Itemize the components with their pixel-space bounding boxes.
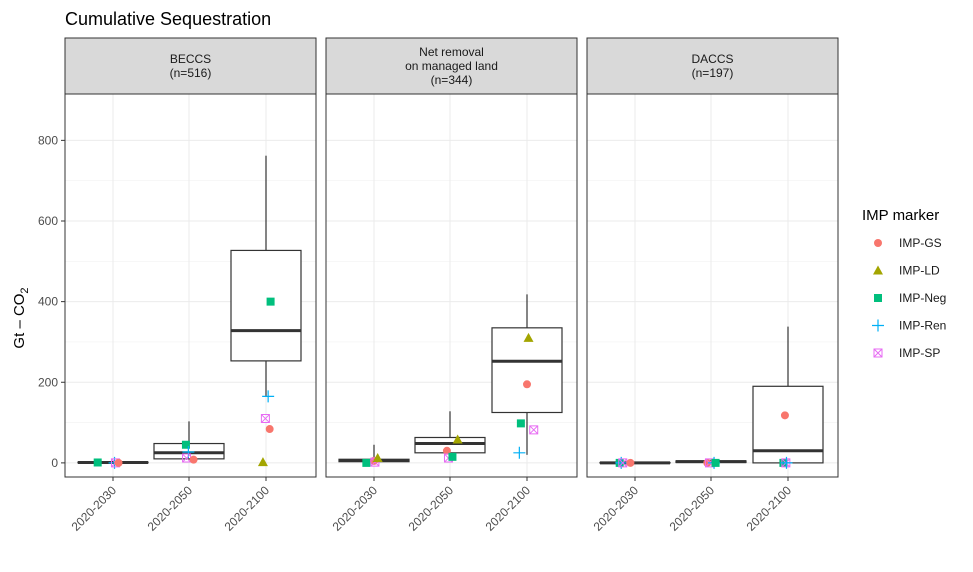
y-axis: 0 200 400 600 800 <box>38 133 65 470</box>
box-iqr <box>230 249 302 362</box>
facet-panel: DACCS(n=197) 2020-2030 2020-2050 2020-2100 <box>586 37 839 534</box>
boxplot <box>491 294 563 455</box>
legend-item-label: IMP-Neg <box>899 291 946 305</box>
legend-title: IMP marker <box>862 207 939 224</box>
x-tick-label: 2020-2100 <box>222 483 273 534</box>
legend-item: IMP-LD <box>873 264 940 278</box>
facet-strip-label: (n=344) <box>431 73 473 87</box>
chart-title: Cumulative Sequestration <box>65 9 271 29</box>
x-tick-label: 2020-2050 <box>406 483 457 534</box>
x-tick-label: 2020-2030 <box>330 483 381 534</box>
y-tick-label: 600 <box>38 214 58 228</box>
panel-background <box>326 94 577 477</box>
facet-strip <box>325 37 578 95</box>
facet-strip <box>64 37 317 95</box>
x-tick-label: 2020-2050 <box>145 483 196 534</box>
y-axis-title-main: Gt – CO <box>11 294 28 349</box>
imp-marker-point <box>114 458 123 467</box>
facet-panel: BECCS(n=516) 2020-2030 2020-2050 2020-2100 <box>64 37 317 534</box>
legend-item-label: IMP-SP <box>899 346 940 360</box>
legend-key-symbol <box>874 239 882 247</box>
facet-panels: BECCS(n=516)2020-2030 2020-2050 2020-2100N… <box>64 37 839 534</box>
imp-marker-point <box>452 434 463 444</box>
legend-key-symbol <box>874 294 882 302</box>
imp-marker-point <box>372 453 383 463</box>
imp-marker-point <box>513 446 526 459</box>
imp-marker-point <box>181 440 190 449</box>
legend: IMP marker IMP-GS IMP-LD IMP-Neg IMP-Ren IMP… <box>862 207 946 360</box>
panel-border <box>586 93 839 478</box>
x-tick-label: 2020-2100 <box>483 483 534 534</box>
boxplot <box>752 326 824 464</box>
imp-marker-point <box>362 458 371 467</box>
imp-marker-point <box>189 455 198 464</box>
panel-border <box>325 93 578 478</box>
imp-marker-point <box>711 458 720 467</box>
facet-strip-label: on managed land <box>405 59 498 73</box>
facet-strip-label: BECCS <box>170 52 211 66</box>
box-iqr <box>491 327 563 414</box>
facet-strip-label: DACCS <box>691 52 733 66</box>
legend-key-symbol <box>872 319 884 332</box>
y-tick-label: 400 <box>38 295 58 309</box>
y-tick-label: 800 <box>38 133 58 147</box>
x-tick-label: 2020-2050 <box>667 483 718 534</box>
facet-strip-label: (n=197) <box>692 66 734 80</box>
imp-marker-point <box>618 458 628 468</box>
imp-marker-point <box>442 446 451 455</box>
y-axis-title-subscript: 2 <box>19 287 31 293</box>
boxplot <box>230 155 302 397</box>
panel-border <box>64 93 317 478</box>
facet-strip <box>586 37 839 95</box>
legend-item-label: IMP-LD <box>899 264 940 278</box>
imp-marker-point <box>780 411 789 420</box>
legend-key-symbol <box>873 265 883 275</box>
y-tick-label: 200 <box>38 375 58 389</box>
imp-marker-point <box>523 380 531 389</box>
legend-item: IMP-Ren <box>872 319 946 333</box>
imp-marker-point <box>448 452 457 461</box>
imp-marker-point <box>529 425 539 435</box>
imp-marker-point <box>265 425 274 434</box>
imp-marker-point <box>780 456 793 469</box>
boxplot <box>599 461 671 465</box>
legend-item: IMP-Neg <box>874 291 946 305</box>
imp-marker-point <box>523 332 534 342</box>
legend-item-label: IMP-GS <box>899 236 942 250</box>
imp-marker-point <box>626 458 635 467</box>
imp-marker-point <box>266 297 275 306</box>
x-tick-label: 2020-2030 <box>69 483 120 534</box>
facet-strip-label: (n=516) <box>170 66 212 80</box>
legend-item: IMP-GS <box>874 236 942 250</box>
boxplot <box>153 421 225 460</box>
imp-marker-point <box>262 390 275 403</box>
facet-strip-label: Net removal <box>419 45 484 59</box>
imp-marker-point <box>93 458 102 467</box>
x-tick-label: 2020-2030 <box>591 483 642 534</box>
y-tick-label: 0 <box>51 456 58 470</box>
x-tick-label: 2020-2100 <box>744 483 795 534</box>
imp-marker-point <box>260 414 270 424</box>
legend-item: IMP-SP <box>873 346 940 360</box>
legend-item-label: IMP-Ren <box>899 319 946 333</box>
y-axis-title: Gt – CO2 <box>11 287 31 348</box>
legend-key-symbol <box>873 348 883 358</box>
imp-marker-point <box>257 457 268 467</box>
imp-marker-point <box>516 419 525 428</box>
